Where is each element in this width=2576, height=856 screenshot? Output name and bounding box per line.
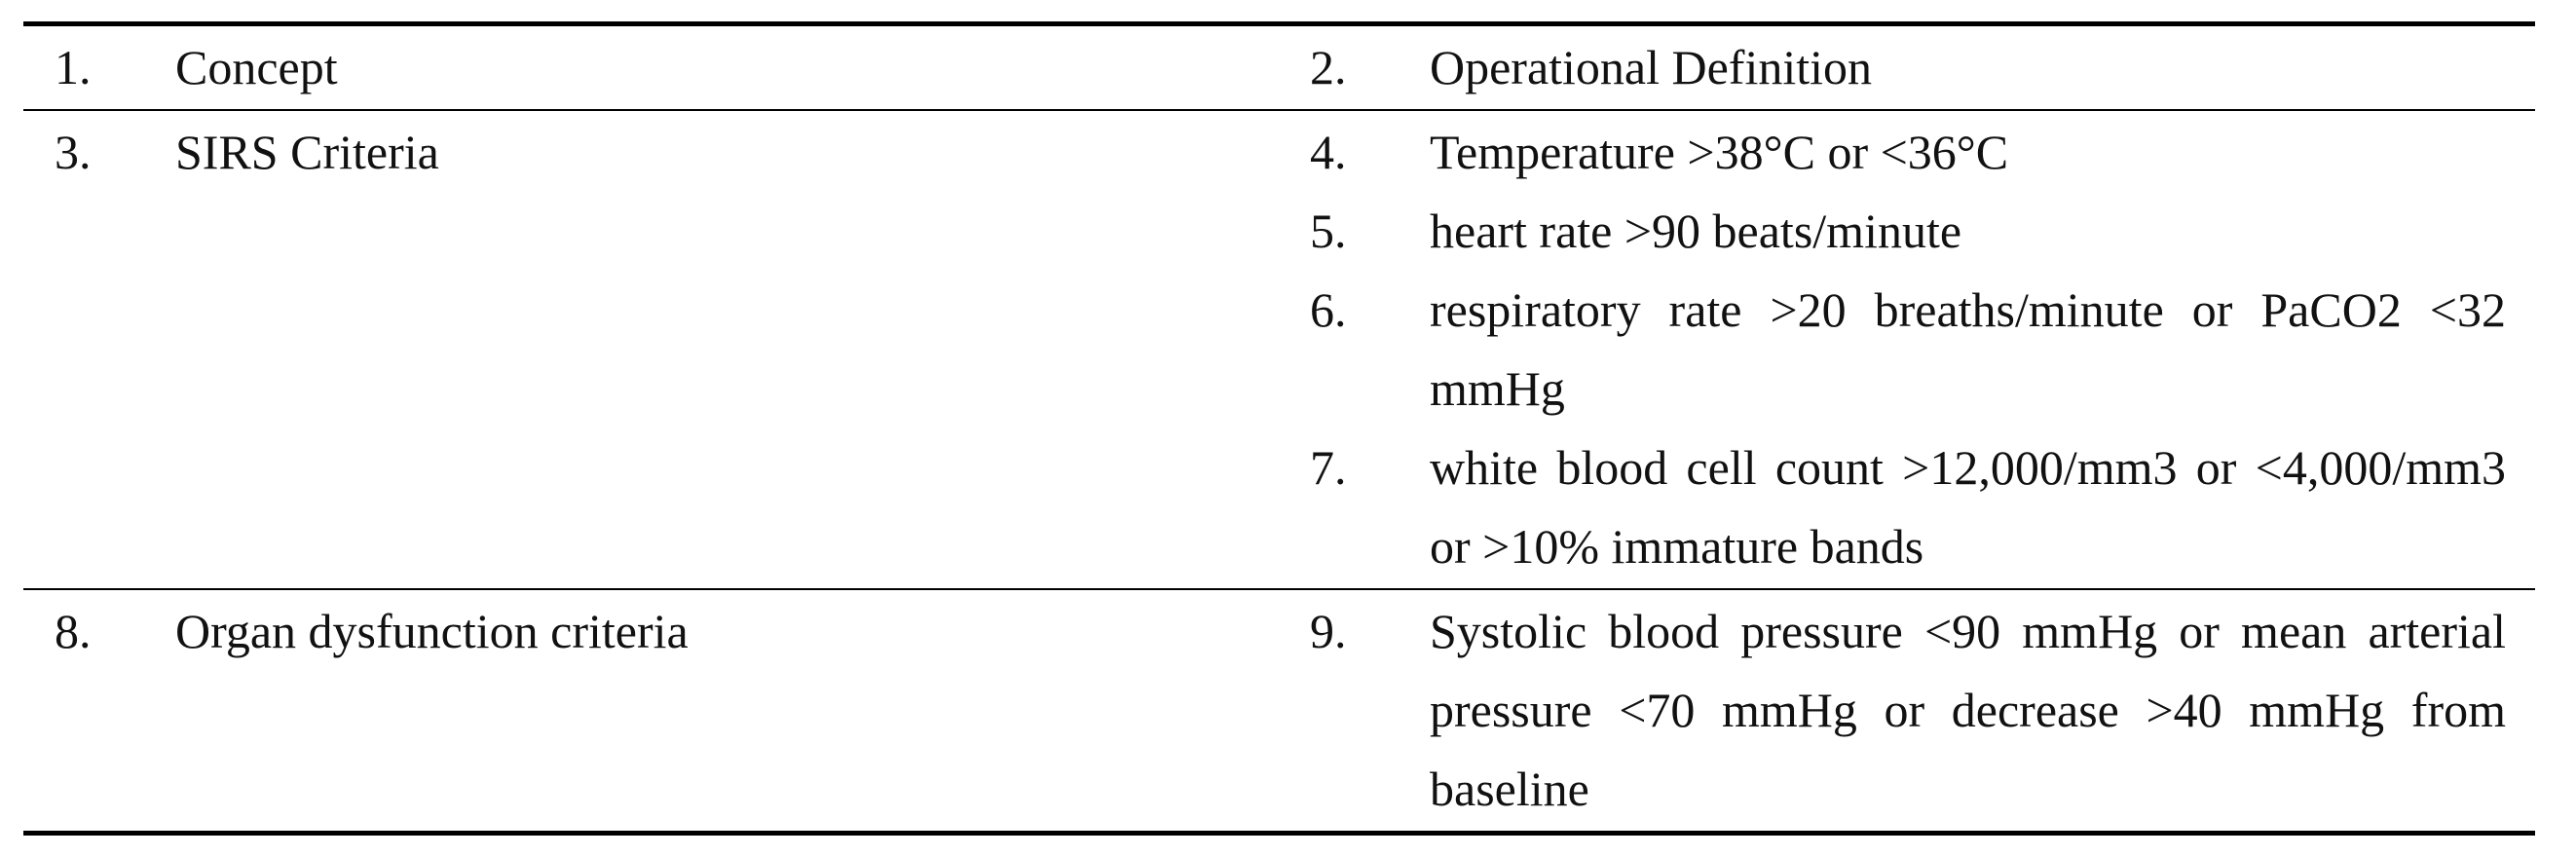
item-number: 4. [1310,125,1347,179]
definition-item: 6. respiratory rate >20 breaths/minute or… [1310,271,2506,428]
header-cell: 1. Concept [23,28,1310,107]
item-number: 8. [55,604,92,658]
concept-cell: 8. Organ dysfunction criteria [23,592,1310,829]
definition-item: 5. heart rate >90 beats/minute [1310,192,2506,271]
definition-cell: 4. Temperature >38°C or <36°C 5. heart rate… [1310,113,2506,586]
table-row: 8. Organ dysfunction criteria 9. Systolic b… [23,588,2535,831]
definition-text: white blood cell count >12,000/mm3 or <4… [1430,440,2506,574]
concept-cell: 3. SIRS Criteria [23,113,1310,586]
item-number: 6. [1310,282,1347,337]
concept-text: Organ dysfunction criteria [175,604,689,658]
table-row: 3. SIRS Criteria 4. Temperature >38°C or <3… [23,109,2535,588]
header-text: Concept [175,40,338,94]
definition-cell: 9. Systolic blood pressure <90 mmHg or me… [1310,592,2506,829]
item-number: 2. [1310,40,1347,94]
table: 1. Concept 2. Operational Definition 3. S… [23,21,2535,836]
definition-item: 9. Systolic blood pressure <90 mmHg or me… [1310,592,2506,829]
item-number: 9. [1310,604,1347,658]
item-number: 5. [1310,204,1347,258]
header-row: 1. Concept 2. Operational Definition [23,26,2535,109]
definition-text: respiratory rate >20 breaths/minute or P… [1430,282,2506,416]
definition-item: 4. Temperature >38°C or <36°C [1310,113,2506,192]
header-text: Operational Definition [1430,40,1873,94]
item-number: 3. [55,125,92,179]
definition-text: Systolic blood pressure <90 mmHg or mean… [1430,604,2506,816]
definition-text: Temperature >38°C or <36°C [1430,125,2009,179]
definition-text: heart rate >90 beats/minute [1430,204,1962,258]
item-number: 1. [55,40,92,94]
item-number: 7. [1310,440,1347,495]
header-item: 2. Operational Definition [1310,28,2506,107]
header-cell: 2. Operational Definition [1310,28,2506,107]
definition-item: 7. white blood cell count >12,000/mm3 or … [1310,428,2506,586]
concept-text: SIRS Criteria [175,125,439,179]
